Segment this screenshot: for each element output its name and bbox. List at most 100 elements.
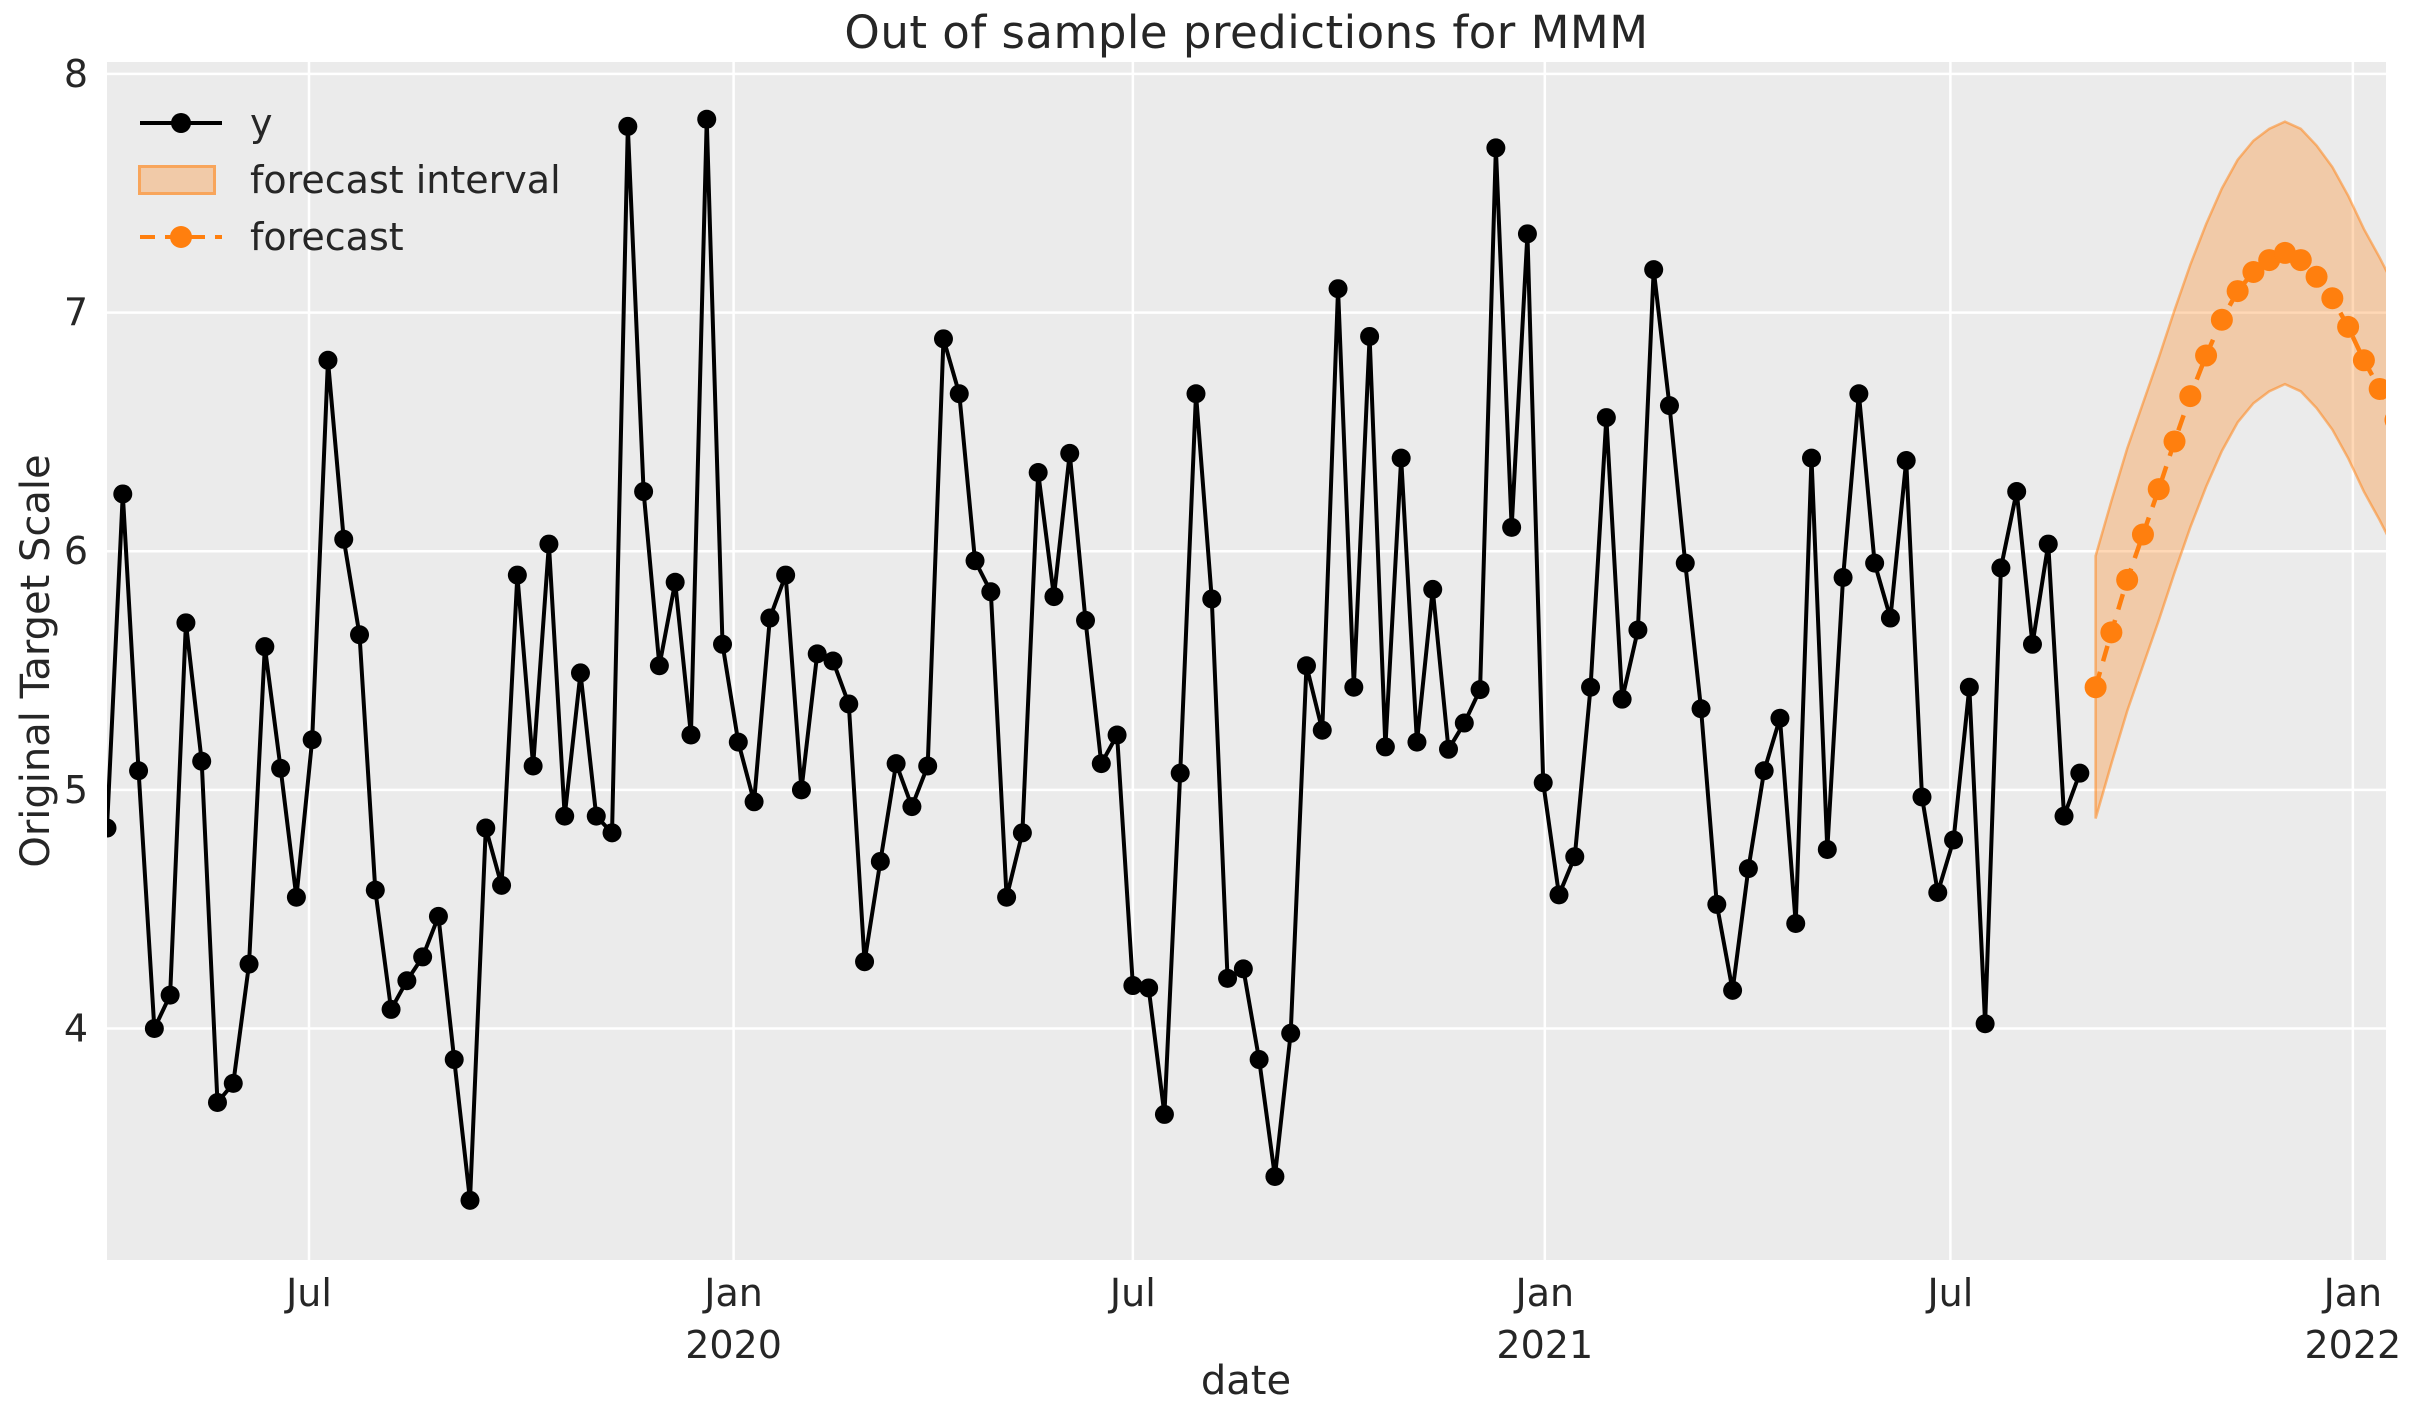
y-series-marker: [1659, 396, 1679, 416]
y-series-marker: [728, 732, 748, 752]
y-series-marker: [634, 482, 654, 502]
forecast-series-marker: [2242, 261, 2265, 284]
y-series-marker: [492, 875, 512, 895]
y-series-marker: [791, 780, 811, 800]
y-series-marker: [1723, 980, 1743, 1000]
y-series-marker: [1312, 720, 1332, 740]
x-tick-label-1: Jan: [702, 1271, 763, 1315]
y-series-marker: [1991, 558, 2011, 578]
y-series-marker: [2038, 534, 2058, 554]
y-series-marker: [1265, 1166, 1285, 1186]
y-series-marker: [1944, 830, 1964, 850]
y-series-marker: [1975, 1014, 1995, 1034]
y-series-marker: [918, 756, 938, 776]
y-series-marker: [1139, 978, 1159, 998]
y-series-marker: [602, 823, 622, 843]
y-series-marker: [1928, 882, 1948, 902]
y-series-marker: [665, 572, 685, 592]
y-series-marker: [1391, 448, 1411, 468]
y-series-marker: [1896, 451, 1916, 471]
y-series-marker: [1770, 708, 1790, 728]
y-series-marker: [1707, 894, 1727, 914]
y-series-marker: [428, 906, 448, 926]
y-series-marker: [1502, 517, 1522, 537]
x-tick-label-3: Jan: [1514, 1271, 1575, 1315]
y-series-marker: [365, 880, 385, 900]
y-series-marker: [1439, 739, 1459, 759]
y-series-marker: [839, 694, 859, 714]
y-series-marker: [1186, 384, 1206, 404]
y-tick-label-5: 5: [64, 768, 88, 812]
y-series-marker: [1849, 384, 1869, 404]
y-series-marker: [1802, 448, 1822, 468]
y-series-marker: [1786, 914, 1806, 934]
y-series-swatch-icon: [138, 110, 224, 136]
y-series-marker: [1738, 859, 1758, 879]
y-series-marker: [1123, 976, 1143, 996]
y-series-marker: [1454, 713, 1474, 733]
forecast-series-marker: [2289, 249, 2312, 272]
y-series: [107, 109, 2090, 1210]
y-series-marker: [444, 1050, 464, 1070]
y-series-marker: [192, 751, 212, 771]
y-series-marker: [618, 116, 638, 136]
y-series-marker: [1060, 443, 1080, 463]
y-series-marker: [1486, 138, 1506, 158]
chart-title: Out of sample predictions for MMM: [844, 6, 1649, 59]
legend-label-y: y: [250, 100, 273, 145]
y-series-marker: [223, 1073, 243, 1093]
y-series-marker: [1044, 587, 1064, 607]
forecast-series-marker: [2337, 315, 2360, 338]
y-series-marker: [1076, 610, 1096, 630]
y-series-marker: [1565, 847, 1585, 867]
y-axis-label: Original Target Scale: [13, 454, 59, 868]
y-series-marker: [1691, 699, 1711, 719]
y-series-marker: [1517, 224, 1537, 244]
y-series-marker: [476, 818, 496, 838]
plot-area: [107, 62, 2386, 1260]
y-series-marker: [586, 806, 606, 826]
y-series-marker: [2054, 806, 2074, 826]
legend-label-forecast: forecast: [250, 214, 404, 259]
y-series-marker: [1581, 677, 1601, 697]
forecast-swatch-icon: [138, 223, 224, 251]
y-series-marker: [1912, 787, 1932, 807]
y-series-marker: [776, 565, 796, 585]
y-series-marker: [1817, 840, 1837, 860]
forecast-series-marker: [2147, 478, 2170, 501]
y-series-marker: [681, 725, 701, 745]
forecast-series-marker: [2084, 676, 2107, 699]
forecast-series-marker: [2210, 308, 2233, 331]
y-series-marker: [1833, 567, 1853, 587]
x-tick-label-4: Jul: [1925, 1271, 1973, 1315]
forecast-series-marker: [2179, 385, 2202, 408]
y-series-marker: [350, 625, 370, 645]
y-series-marker: [949, 384, 969, 404]
x-tick-label-0: Jul: [284, 1271, 332, 1315]
y-series-marker: [1470, 680, 1490, 700]
y-series-marker: [302, 730, 322, 750]
y-series-marker: [1091, 754, 1111, 774]
y-series-marker: [1644, 260, 1664, 280]
legend-item-forecast-interval: forecast interval: [138, 151, 561, 208]
y-series-marker: [381, 999, 401, 1019]
x-axis-label: date: [1200, 1358, 1292, 1404]
y-series-marker: [713, 634, 733, 654]
y-series-marker: [1596, 408, 1616, 428]
y-series-marker: [1375, 737, 1395, 757]
y-series-marker: [107, 818, 117, 838]
y-series-marker: [697, 109, 717, 129]
y-series-marker: [1107, 725, 1127, 745]
y-series-marker: [1028, 462, 1048, 482]
y-series-marker: [1328, 279, 1348, 299]
legend-label-forecast-interval: forecast interval: [250, 157, 561, 202]
y-series-marker: [286, 887, 306, 907]
legend-item-y: y: [138, 94, 561, 151]
y-tick-label-6: 6: [64, 529, 88, 573]
y-series-marker: [760, 608, 780, 628]
y-series-marker: [649, 656, 669, 676]
y-series-marker: [255, 637, 275, 657]
y-series-marker: [144, 1019, 164, 1039]
y-series-marker: [2070, 763, 2090, 783]
y-series-marker: [1628, 620, 1648, 640]
